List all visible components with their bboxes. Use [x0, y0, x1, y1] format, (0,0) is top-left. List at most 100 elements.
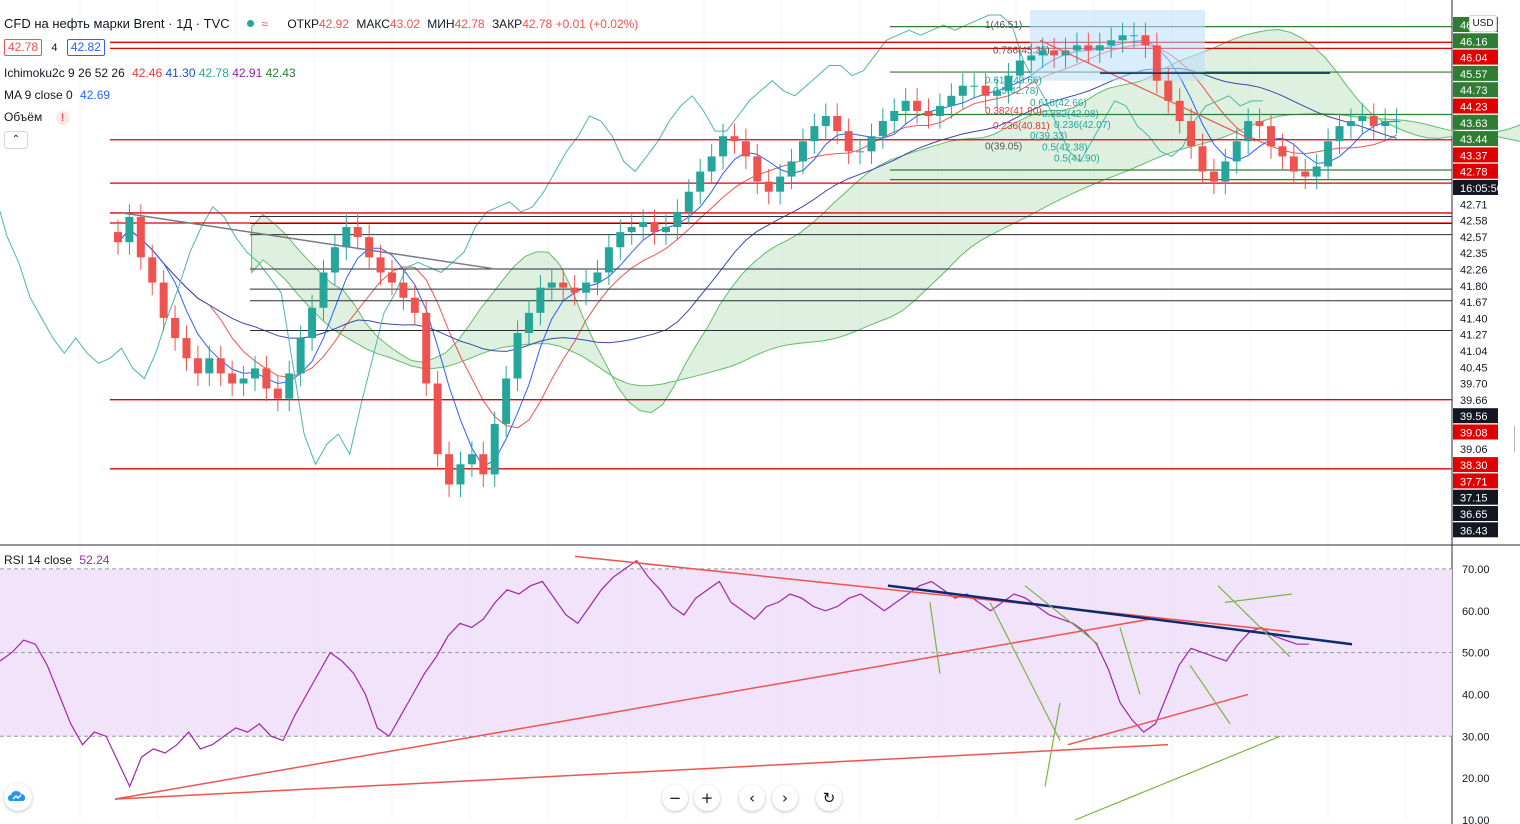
price-label: 41.04	[1460, 346, 1488, 358]
candle-body	[604, 247, 613, 273]
zoom-out-button[interactable]: −	[662, 785, 688, 811]
reset-chart-button[interactable]: ↻	[816, 785, 842, 811]
price-label: 43.37	[1460, 150, 1488, 162]
scroll-left-button[interactable]: ‹	[739, 785, 765, 811]
chevron-right-icon: ›	[782, 789, 788, 807]
symbol-title[interactable]: CFD на нефть марки Brent · 1Д · TVC	[4, 16, 230, 31]
candle-body	[433, 383, 442, 455]
candle-body	[616, 232, 625, 248]
tradingview-logo[interactable]	[4, 783, 32, 811]
ask-button[interactable]: 42.82	[66, 39, 105, 56]
ichimoku-label: Ichimoku2c 9 26 52 26	[4, 66, 125, 80]
candle-body	[1095, 45, 1104, 51]
candle-body	[993, 90, 1002, 96]
low-label: МИН	[427, 17, 455, 31]
candle-body	[753, 156, 762, 182]
price-label-bg	[1453, 489, 1498, 505]
price-label: 44.23	[1460, 102, 1488, 114]
scroll-handle[interactable]	[1514, 426, 1520, 452]
ma-label: MA 9 close 0	[4, 88, 73, 102]
price-label: 43.44	[1460, 134, 1488, 146]
price-label-bg	[1453, 375, 1498, 391]
price-label-bg	[1453, 131, 1498, 147]
candle-body	[1381, 121, 1390, 127]
price-label: 39.70	[1460, 379, 1488, 391]
candle-body	[365, 237, 374, 258]
price-label-bg	[1453, 228, 1498, 244]
price-label: 42.58	[1460, 216, 1488, 228]
price-label-bg	[1453, 522, 1498, 538]
candle-body	[1221, 161, 1230, 182]
ichimoku-value-2: 41.30	[165, 66, 196, 80]
price-label-bg	[1453, 261, 1498, 277]
collapse-legend-button[interactable]: ⌃	[4, 131, 28, 149]
candles	[114, 22, 1401, 498]
candle-body	[935, 105, 944, 116]
chikou-line	[0, 14, 1263, 466]
candle-body	[536, 287, 545, 313]
candle-body	[319, 272, 328, 308]
price-label-bg	[1453, 212, 1498, 228]
candle-body	[353, 227, 362, 238]
candle-body	[273, 388, 282, 399]
candle-body	[1335, 126, 1344, 142]
price-label-bg	[1453, 65, 1498, 81]
rsi-axis-label: 70.00	[1462, 564, 1490, 576]
rsi-legend[interactable]: RSI 14 close 52.24	[4, 553, 109, 567]
candle-body	[182, 338, 191, 359]
volume-legend[interactable]: Объём !	[4, 110, 70, 125]
chevron-left-icon: ‹	[749, 789, 755, 807]
price-label-bg	[1453, 245, 1498, 261]
rsi-fan-line	[1189, 664, 1231, 725]
candle-body	[924, 110, 933, 116]
candle-body	[1164, 80, 1173, 101]
fib-label: 0(39.33)	[1030, 131, 1067, 142]
candle-body	[947, 95, 956, 106]
currency-button[interactable]: USD	[1469, 15, 1497, 32]
candle-body	[1152, 45, 1161, 81]
scroll-right-button[interactable]: ›	[772, 785, 798, 811]
rsi-axis-label: 30.00	[1462, 731, 1490, 743]
fib-label: 0.236(42.07)	[1054, 120, 1111, 131]
price-label-bg	[1453, 424, 1498, 440]
ma-legend[interactable]: MA 9 close 0 42.69	[4, 88, 110, 102]
price-label: 42.78	[1460, 167, 1488, 179]
price-label: 37.71	[1460, 476, 1488, 488]
candle-body	[1130, 35, 1139, 37]
candle-body	[1072, 45, 1081, 51]
rsi-value: 52.24	[79, 553, 110, 567]
rsi-fan-line	[989, 602, 1061, 741]
candle-body	[810, 126, 819, 142]
candle-body	[582, 282, 591, 293]
wave-icon[interactable]: ≈	[261, 17, 268, 31]
rsi-axis-label: 60.00	[1462, 606, 1490, 618]
candle-body	[821, 116, 830, 127]
price-label-bg	[1453, 33, 1498, 49]
price-label-bg	[1453, 49, 1498, 65]
warning-icon[interactable]: !	[55, 111, 70, 125]
trend-lines	[121, 39, 1330, 270]
price-label-bg	[1453, 163, 1498, 179]
ichimoku-legend[interactable]: Ichimoku2c 9 26 52 26 42.46 41.30 42.78 …	[4, 66, 296, 80]
candle-body	[787, 161, 796, 177]
price-label-bg	[1453, 82, 1498, 98]
candle-body	[148, 257, 157, 283]
price-label-bg	[1453, 408, 1498, 424]
fib-label: 0(39.05)	[985, 141, 1022, 152]
fib-label: 0.5(41.90)	[1054, 153, 1100, 164]
candle-body	[958, 85, 967, 96]
bid-button[interactable]: 42.78	[4, 39, 43, 56]
candle-body	[1050, 50, 1059, 56]
candle-body	[308, 307, 317, 339]
price-label-bg	[1453, 343, 1498, 358]
candle-body	[878, 121, 887, 137]
symbol-legend: CFD на нефть марки Brent · 1Д · TVC ≈ ОТ…	[4, 16, 638, 31]
candle-body	[1084, 45, 1093, 51]
price-label: 44.73	[1460, 85, 1488, 97]
zoom-in-button[interactable]: +	[694, 785, 720, 811]
minus-icon: −	[668, 789, 682, 807]
rsi-axis[interactable]: 70.00 60.00 50.00 40.00 30.00 20.00 10.00	[1462, 564, 1490, 824]
ichimoku-value-5: 42.43	[265, 66, 296, 80]
price-axis[interactable]: 46.4746.1646.0445.5744.7344.2343.6343.44…	[1453, 17, 1503, 538]
